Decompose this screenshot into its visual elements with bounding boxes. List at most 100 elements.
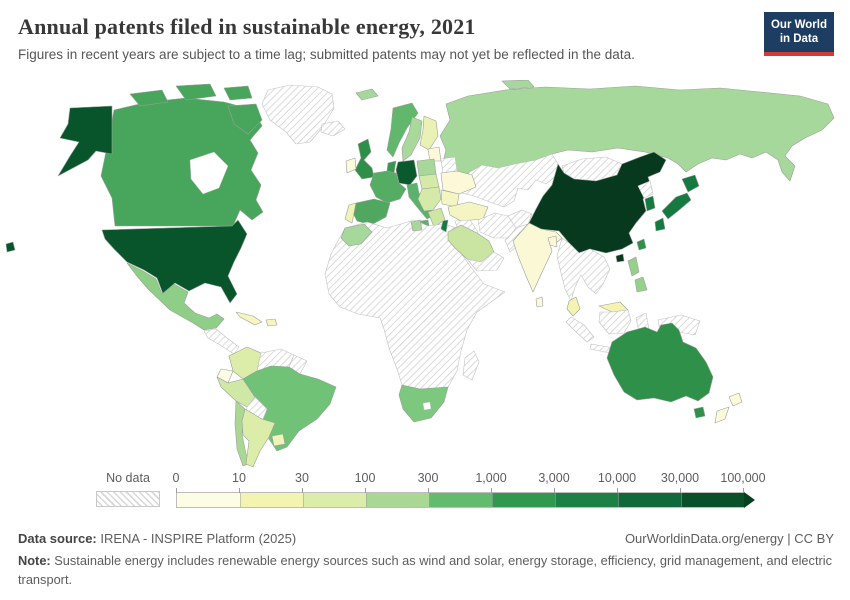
country-canada-island-2[interactable]: [175, 83, 217, 101]
region-africa-nodata[interactable]: [324, 219, 506, 390]
legend-segment[interactable]: [429, 493, 492, 507]
country-ireland[interactable]: [345, 157, 357, 174]
legend-tick-mark: [428, 488, 429, 493]
legend-tick-mark: [617, 488, 618, 493]
chart-subtitle: Figures in recent years are subject to a…: [18, 47, 635, 62]
legend-segment[interactable]: [303, 493, 366, 507]
country-finland[interactable]: [419, 115, 439, 151]
legend-segment[interactable]: [366, 493, 429, 507]
legend-tick-mark: [491, 488, 492, 493]
country-mexico[interactable]: [126, 262, 225, 331]
country-china-hainan[interactable]: [615, 253, 625, 263]
legend-bar: [176, 492, 744, 508]
country-afghanistan[interactable]: [507, 209, 533, 229]
country-poland[interactable]: [416, 158, 437, 177]
region-indochina[interactable]: [556, 237, 611, 302]
country-indonesia-sumatra[interactable]: [565, 316, 595, 343]
legend-ticks: 0 10 30 100 300 1,000 3,000 10,000 30,000 100,000: [173, 471, 766, 493]
country-lesotho: [422, 401, 432, 411]
country-iceland[interactable]: [320, 120, 346, 137]
country-sweden[interactable]: [401, 116, 423, 162]
country-uk[interactable]: [354, 138, 375, 180]
country-sri-lanka[interactable]: [535, 296, 544, 308]
owid-logo-line1: Our World: [770, 19, 827, 31]
legend-arrow: [744, 492, 755, 508]
country-india[interactable]: [512, 222, 563, 293]
country-russia-arctic-islands[interactable]: [501, 80, 535, 90]
country-usa[interactable]: [101, 219, 248, 304]
country-balkans[interactable]: [417, 186, 442, 212]
country-japan-honshu[interactable]: [661, 192, 692, 220]
legend-segment[interactable]: [555, 493, 618, 507]
legend-tick-label: 100: [354, 471, 376, 485]
legend-tick-label: 10: [232, 471, 246, 485]
owid-logo-line2: in Data: [779, 33, 819, 46]
country-indonesia-borneo[interactable]: [598, 309, 632, 335]
country-baltics[interactable]: [427, 146, 442, 162]
country-portugal[interactable]: [344, 202, 357, 224]
country-belarus[interactable]: [440, 156, 458, 174]
country-taiwan[interactable]: [636, 238, 647, 251]
country-canada-island-1[interactable]: [129, 89, 169, 107]
chart-header: Annual patents filed in sustainable ener…: [18, 14, 740, 62]
country-australia[interactable]: [606, 322, 714, 403]
country-south-korea[interactable]: [644, 195, 656, 212]
legend-segment[interactable]: [492, 493, 555, 507]
country-ukraine[interactable]: [440, 170, 477, 195]
country-svalbard[interactable]: [355, 88, 379, 101]
country-china[interactable]: [528, 151, 667, 254]
country-new-zealand-south[interactable]: [714, 406, 730, 424]
legend-tick-mark: [680, 488, 681, 493]
country-north-korea[interactable]: [637, 180, 654, 199]
legend-segment[interactable]: [681, 493, 744, 507]
owid-logo[interactable]: Our World in Data: [763, 12, 834, 56]
country-norway[interactable]: [386, 102, 419, 158]
country-japan-hokkaido[interactable]: [681, 174, 700, 193]
country-central-america[interactable]: [203, 328, 240, 355]
country-madagascar[interactable]: [462, 350, 480, 381]
legend-no-data-swatch[interactable]: [96, 491, 160, 507]
country-germany[interactable]: [395, 159, 418, 186]
country-spain[interactable]: [351, 198, 391, 226]
country-france[interactable]: [369, 170, 407, 204]
country-central-europe[interactable]: [418, 173, 440, 190]
legend-tick-label: 1,000: [475, 471, 507, 485]
country-morocco[interactable]: [340, 223, 373, 247]
legend-tick-label: 30: [295, 471, 309, 485]
legend-segment[interactable]: [618, 493, 681, 507]
country-argentina[interactable]: [241, 408, 276, 468]
legend-segment[interactable]: [240, 493, 303, 507]
legend-tick-label: 100,000: [720, 471, 766, 485]
data-source-line: Data source: IRENA - INSPIRE Platform (2…: [18, 531, 296, 546]
note-text: Sustainable energy includes renewable en…: [18, 553, 833, 587]
country-new-zealand-north[interactable]: [728, 392, 743, 407]
country-usa-alaska[interactable]: [57, 105, 113, 177]
country-hispaniola[interactable]: [265, 318, 278, 327]
legend-segment[interactable]: [177, 493, 240, 507]
country-japan-kyushu[interactable]: [654, 217, 666, 232]
country-tunisia[interactable]: [410, 219, 423, 232]
country-israel[interactable]: [440, 219, 449, 233]
country-cuba[interactable]: [235, 311, 263, 326]
country-canada-island-3[interactable]: [223, 85, 253, 101]
country-greenland[interactable]: [261, 84, 335, 145]
country-philippines-luzon[interactable]: [627, 256, 640, 277]
data-source-text: IRENA - INSPIRE Platform (2025): [96, 531, 297, 546]
world-map: [0, 80, 850, 472]
country-usa-hawaii[interactable]: [5, 241, 16, 253]
country-greece[interactable]: [427, 207, 446, 228]
legend-tick-mark: [239, 488, 240, 493]
legend-no-data[interactable]: No data: [96, 471, 160, 507]
country-philippines-mindanao[interactable]: [634, 276, 648, 293]
country-australia-tasmania[interactable]: [693, 406, 706, 419]
country-yemen-oman[interactable]: [466, 251, 505, 272]
country-canada-baffin[interactable]: [227, 103, 263, 135]
country-canada[interactable]: [100, 97, 264, 227]
legend-tick-label: 30,000: [660, 471, 700, 485]
country-uruguay[interactable]: [271, 433, 286, 447]
legend-tick-mark: [176, 488, 177, 493]
country-bangladesh[interactable]: [547, 235, 558, 248]
rights-link[interactable]: OurWorldinData.org/energy | CC BY: [624, 531, 834, 546]
country-malaysia[interactable]: [566, 296, 581, 317]
country-central-asia[interactable]: [452, 153, 559, 208]
